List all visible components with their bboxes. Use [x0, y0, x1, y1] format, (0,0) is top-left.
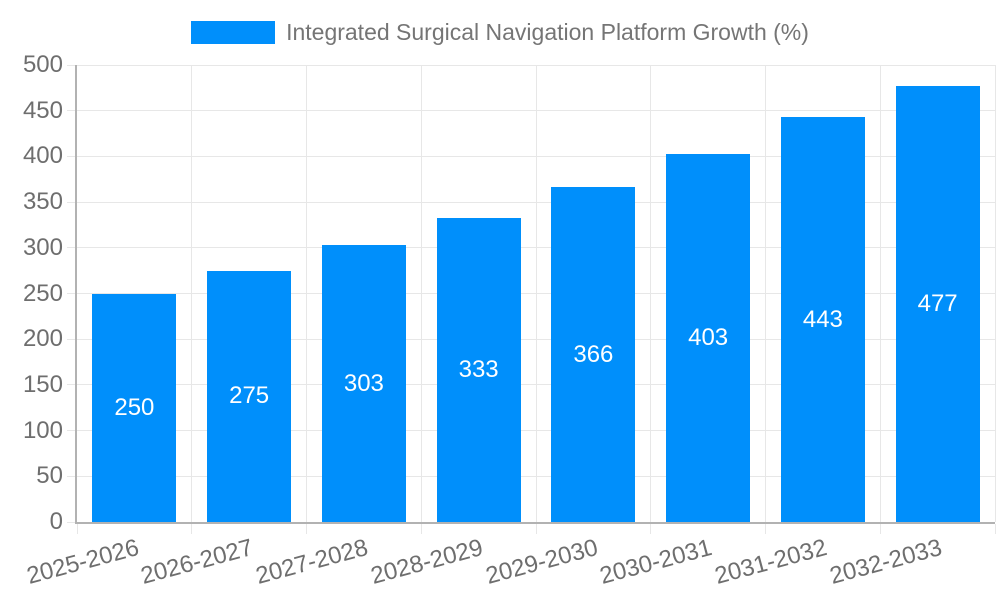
bar[interactable] — [92, 293, 177, 522]
x-gridline — [191, 65, 193, 522]
bar[interactable] — [321, 245, 406, 522]
x-tick — [306, 524, 307, 534]
y-tick — [67, 201, 75, 203]
bar-value-label: 443 — [802, 305, 843, 333]
x-axis-label: 2032-2033 — [826, 534, 945, 590]
x-axis-label: 2026-2027 — [138, 534, 257, 590]
y-tick-label: 150 — [22, 370, 63, 398]
y-tick — [67, 384, 75, 386]
y-tick — [67, 475, 75, 477]
x-tick — [765, 524, 766, 534]
x-gridline — [420, 65, 422, 522]
x-tick — [994, 524, 996, 534]
bar-value-label: 366 — [573, 340, 614, 368]
y-tick — [67, 155, 75, 157]
y-tick-label: 0 — [49, 508, 63, 535]
x-axis-label: 2027-2028 — [253, 534, 371, 590]
y-tick — [67, 338, 75, 340]
y-tick-label: 100 — [22, 416, 63, 444]
bar-value-label: 250 — [114, 393, 155, 421]
bar[interactable] — [780, 117, 865, 522]
legend-label[interactable]: Integrated Surgical Navigation Platform … — [286, 19, 809, 45]
x-tick — [879, 524, 881, 534]
y-tick — [67, 247, 75, 249]
x-axis-label: 2029-2030 — [482, 534, 601, 590]
y-tick-label: 250 — [22, 279, 63, 307]
x-tick — [535, 524, 537, 534]
y-tick — [67, 293, 75, 294]
x-axis-label: 2031-2032 — [712, 534, 830, 590]
x-tick — [191, 524, 193, 534]
x-gridline — [535, 65, 537, 522]
x-axis-label: 2028-2029 — [367, 534, 486, 590]
plot-area: 0 50 100 150 200 250 300 350 400 450 500 250 2025-20… — [23, 51, 996, 590]
x-gridline — [765, 65, 766, 522]
x-gridline — [994, 65, 996, 522]
y-tick-label: 400 — [22, 142, 63, 170]
y-tick-label: 200 — [22, 325, 63, 353]
x-gridline — [306, 65, 307, 522]
x-gridline — [879, 65, 881, 522]
x-gridline — [650, 65, 652, 522]
y-tick — [67, 110, 75, 112]
y-tick-label: 450 — [22, 96, 63, 124]
bar[interactable] — [436, 217, 521, 522]
y-tick-label: 300 — [22, 233, 63, 261]
y-tick — [67, 521, 75, 523]
bar-value-label: 275 — [229, 382, 270, 410]
y-tick — [67, 64, 75, 66]
y-tick-label: 350 — [22, 188, 63, 216]
bar[interactable] — [895, 86, 980, 522]
y-tick — [67, 430, 75, 432]
bar[interactable] — [551, 187, 636, 522]
y-tick-label: 500 — [22, 51, 63, 78]
x-axis-label: 2025-2026 — [23, 534, 142, 590]
bar-value-label: 333 — [458, 355, 499, 383]
bar[interactable] — [666, 153, 750, 522]
bar-value-label: 303 — [343, 369, 384, 397]
x-tick — [76, 524, 78, 534]
legend: Integrated Surgical Navigation Platform … — [0, 19, 1000, 46]
x-tick — [420, 524, 422, 534]
bar-value-label: 477 — [917, 290, 958, 318]
bar[interactable] — [207, 270, 291, 522]
bar-value-label: 403 — [688, 323, 729, 351]
x-tick — [650, 524, 652, 534]
y-tick-label: 50 — [36, 462, 63, 490]
legend-marker[interactable] — [191, 21, 276, 44]
x-axis-label: 2030-2031 — [597, 534, 716, 590]
